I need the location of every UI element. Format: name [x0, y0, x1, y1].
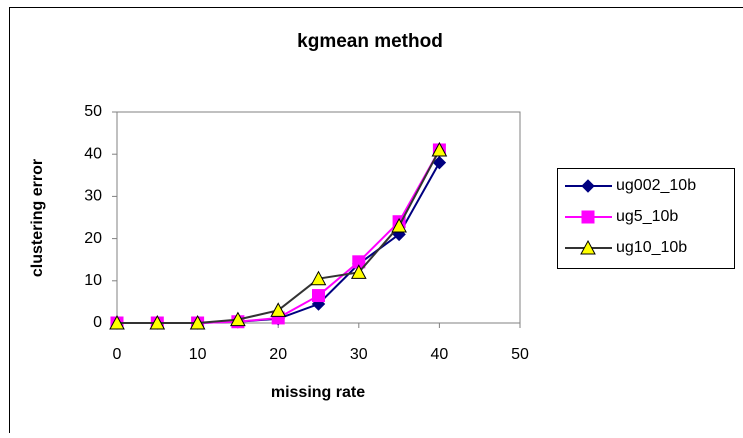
y-tick-label: 10 — [84, 272, 102, 289]
legend-label: ug002_10b — [616, 177, 696, 194]
y-tick-label: 50 — [84, 103, 102, 120]
y-tick-label: 0 — [93, 314, 102, 331]
legend-label: ug10_10b — [616, 239, 687, 256]
legend-label: ug5_10b — [616, 208, 678, 225]
x-tick-label: 20 — [269, 346, 287, 363]
legend-marker — [582, 211, 594, 223]
marker — [313, 290, 325, 302]
x-tick-label: 50 — [511, 346, 529, 363]
x-axis-label: missing rate — [271, 384, 365, 401]
x-tick-label: 0 — [113, 346, 122, 363]
y-tick-label: 20 — [84, 230, 102, 247]
y-axis-label: clustering error — [29, 159, 46, 277]
x-tick-label: 40 — [431, 346, 449, 363]
chart-title: kgmean method — [297, 31, 443, 52]
y-tick-label: 30 — [84, 188, 102, 205]
y-tick-label: 40 — [84, 145, 102, 162]
x-tick-label: 30 — [350, 346, 368, 363]
x-tick-label: 10 — [189, 346, 207, 363]
